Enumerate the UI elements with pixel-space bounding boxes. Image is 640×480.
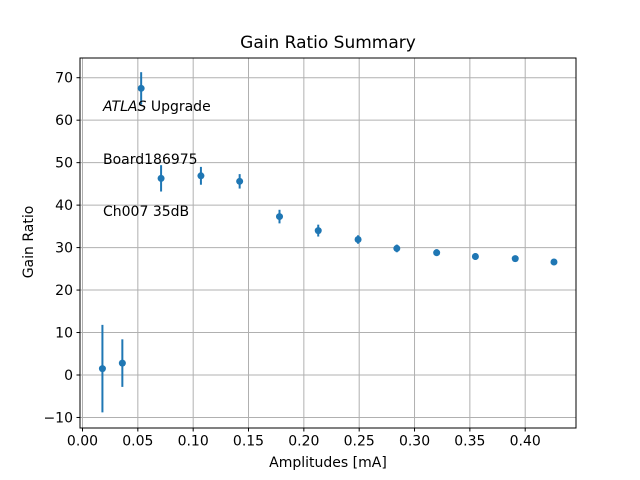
data-point [433,249,441,257]
data-point [550,258,558,266]
annotation-line-3: Ch007 35dB [103,204,190,220]
y-tick-label: 20 [55,283,73,299]
data-point [314,227,322,235]
data-point [98,365,106,373]
x-tick-label: 0.10 [178,434,209,450]
data-point [197,172,205,180]
y-tick-label: 0 [64,368,73,384]
x-tick-label: 0.25 [344,434,375,450]
annotation-line-1: ATLAS Upgrade [103,99,211,117]
x-tick-label: 0.30 [399,434,430,450]
y-axis-label: Gain Ratio [21,205,37,279]
annotation-atlas-italic: ATLAS [103,99,147,115]
data-point [471,253,479,261]
x-tick-label: 0.05 [122,434,153,450]
data-point [236,177,244,185]
data-point [393,244,401,252]
annotation-block: ATLAS Upgrade Board186975 Ch007 35dB [103,64,211,257]
y-tick-label: 70 [55,71,73,87]
data-point [354,236,362,244]
data-point [511,255,519,263]
y-tick-label: −10 [43,410,73,426]
y-tick-label: 30 [55,241,73,257]
data-point [276,213,284,221]
annotation-upgrade-text: Upgrade [146,99,211,115]
y-tick-label: 40 [55,198,73,214]
data-point [157,174,165,182]
plot-frame [79,57,577,429]
data-point [137,84,145,92]
x-tick-label: 0.15 [233,434,264,450]
y-tick-label: 50 [55,156,73,172]
x-tick-label: 0.35 [454,434,485,450]
x-tick-label: 0.40 [510,434,541,450]
chart-title: Gain Ratio Summary [240,33,416,53]
data-point [118,359,126,367]
y-tick-label: 10 [55,326,73,342]
x-tick-label: 0.20 [288,434,319,450]
x-axis-label: Amplitudes [mA] [269,455,387,471]
annotation-line-2: Board186975 [103,151,198,168]
x-tick-label: 0.00 [67,434,98,450]
y-tick-label: 60 [55,113,73,129]
